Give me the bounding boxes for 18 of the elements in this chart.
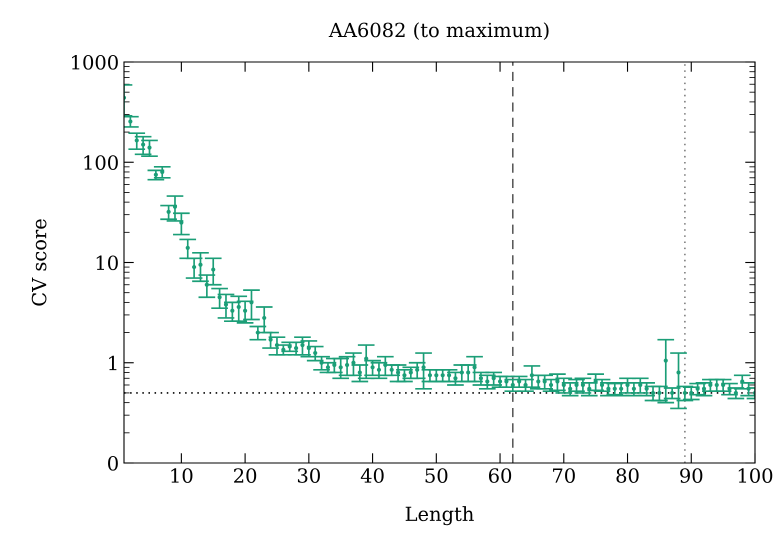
x-tick-label: 20: [234, 468, 256, 483]
y-tick-label: 1000: [72, 54, 118, 70]
x-tick-label: 40: [360, 468, 384, 483]
x-tick-label: 80: [616, 468, 639, 483]
x-tick-label: 60: [488, 468, 512, 483]
x-tick-label: 30: [298, 468, 320, 483]
y-tick-label: 100: [84, 155, 118, 170]
x-tick-label: 70: [553, 468, 575, 483]
y-tick-label: 0: [108, 456, 118, 471]
y-axis-title: CV score: [32, 219, 46, 306]
x-tick-label: 90: [680, 468, 702, 483]
y-tick-label: 10: [96, 255, 118, 270]
x-tick-label: 50: [426, 468, 448, 483]
chart-title: AA6082 (to maximum): [328, 22, 549, 40]
x-tick-label: 10: [171, 468, 192, 483]
x-axis-title: Length: [406, 506, 474, 526]
x-tick-label: 100: [738, 468, 772, 483]
y-tick-label: 1: [109, 356, 116, 370]
